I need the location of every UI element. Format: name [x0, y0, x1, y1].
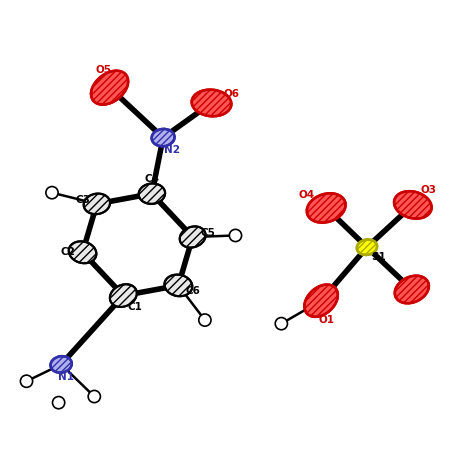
Circle shape [53, 397, 65, 409]
Text: O4: O4 [299, 190, 315, 200]
Ellipse shape [51, 356, 72, 373]
Text: S1: S1 [371, 252, 385, 263]
Text: C6: C6 [185, 285, 200, 295]
Text: C4: C4 [145, 174, 159, 184]
Ellipse shape [304, 284, 338, 317]
Text: O5: O5 [95, 65, 111, 75]
Circle shape [88, 391, 100, 402]
Circle shape [199, 314, 211, 326]
Text: O6: O6 [224, 89, 240, 99]
Text: C5: C5 [201, 228, 215, 238]
Circle shape [20, 375, 33, 387]
Circle shape [46, 187, 58, 199]
Ellipse shape [152, 129, 174, 146]
Ellipse shape [69, 241, 96, 263]
Ellipse shape [139, 183, 165, 204]
Text: C2: C2 [61, 247, 76, 257]
Text: N1: N1 [58, 372, 74, 382]
Ellipse shape [91, 71, 128, 105]
Ellipse shape [180, 227, 206, 247]
Ellipse shape [394, 191, 432, 219]
Ellipse shape [307, 193, 346, 223]
Text: C1: C1 [127, 302, 142, 312]
Ellipse shape [84, 193, 110, 214]
Circle shape [229, 229, 242, 242]
Text: O3: O3 [420, 184, 436, 195]
Ellipse shape [357, 239, 377, 255]
Ellipse shape [191, 90, 231, 116]
Ellipse shape [164, 274, 192, 296]
Text: N2: N2 [164, 145, 180, 155]
Text: C3: C3 [75, 195, 90, 205]
Ellipse shape [110, 284, 137, 307]
Text: O1: O1 [318, 315, 334, 325]
Ellipse shape [395, 276, 429, 303]
Circle shape [275, 318, 287, 330]
